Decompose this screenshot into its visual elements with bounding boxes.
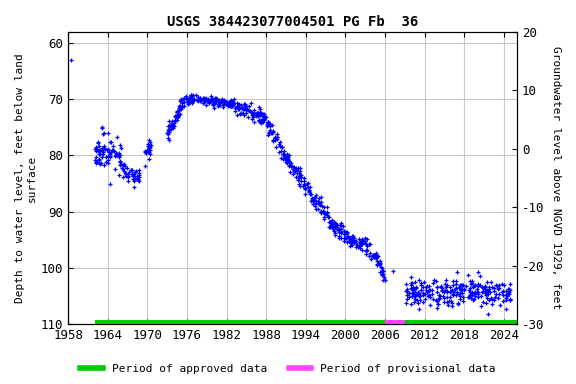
Y-axis label: Depth to water level, feet below land
surface: Depth to water level, feet below land su… — [15, 53, 37, 303]
Title: USGS 384423077004501 PG Fb  36: USGS 384423077004501 PG Fb 36 — [167, 15, 418, 29]
Y-axis label: Groundwater level above NGVD 1929, feet: Groundwater level above NGVD 1929, feet — [551, 46, 561, 310]
Legend: Period of approved data, Period of provisional data: Period of approved data, Period of provi… — [76, 359, 500, 379]
